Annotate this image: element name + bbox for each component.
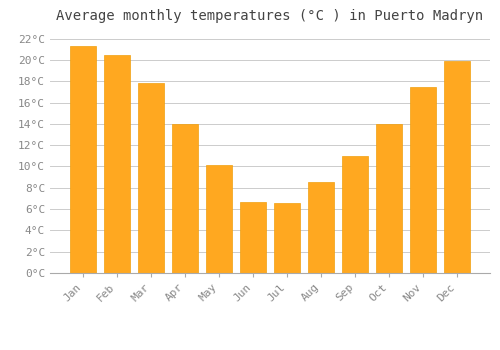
Bar [138, 83, 164, 273]
Bar [342, 156, 368, 273]
Bar [410, 86, 436, 273]
Bar [376, 124, 402, 273]
Bar [308, 182, 334, 273]
Bar [444, 61, 470, 273]
Bar [104, 55, 130, 273]
Bar [172, 124, 198, 273]
Bar [240, 202, 266, 273]
Bar [70, 46, 96, 273]
Title: Average monthly temperatures (°C ) in Puerto Madryn: Average monthly temperatures (°C ) in Pu… [56, 9, 484, 23]
Bar [206, 166, 232, 273]
Bar [274, 203, 300, 273]
